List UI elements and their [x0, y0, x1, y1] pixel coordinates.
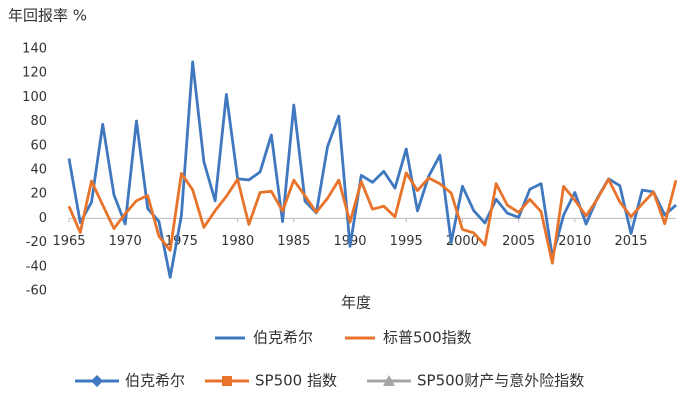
y-axis-label: 年回报率 %: [8, 7, 87, 25]
legend-label: SP500财产与意外险指数: [417, 372, 584, 390]
x-tick-label: 2015: [614, 234, 647, 249]
x-axis-label: 年度: [341, 294, 371, 312]
legend-label: 伯克希尔: [125, 372, 185, 390]
series-line: [67, 171, 678, 265]
y-tick-label: 100: [22, 90, 47, 105]
x-tick-label: 1980: [221, 234, 254, 249]
y-tick-label: 0: [39, 211, 47, 226]
x-tick-label: 1965: [52, 234, 85, 249]
y-tick-label: 20: [30, 187, 47, 202]
y-tick-label: -60: [26, 284, 47, 299]
x-tick-label: 2010: [558, 234, 591, 249]
y-tick-label: 40: [30, 163, 47, 178]
legend-label: 标普500指数: [383, 329, 472, 347]
series-line: [67, 60, 677, 279]
legend-marker: [222, 376, 232, 386]
y-tick-label: -40: [26, 259, 47, 274]
y-tick-label: 80: [30, 114, 47, 129]
x-tick-label: 2000: [446, 234, 479, 249]
legend-marker: [91, 375, 103, 387]
y-tick-label: 120: [22, 66, 47, 81]
legend-label: SP500 指数: [255, 372, 337, 390]
y-tick-label: 140: [22, 42, 47, 57]
legend-label: 伯克希尔: [253, 329, 313, 347]
legend-marker: [383, 375, 395, 386]
x-tick-label: 1995: [390, 234, 423, 249]
x-tick-label: 1985: [277, 234, 310, 249]
x-tick-label: 1970: [109, 234, 142, 249]
y-tick-label: -20: [26, 235, 47, 250]
x-tick-label: 2005: [502, 234, 535, 249]
y-tick-label: 60: [30, 138, 47, 153]
